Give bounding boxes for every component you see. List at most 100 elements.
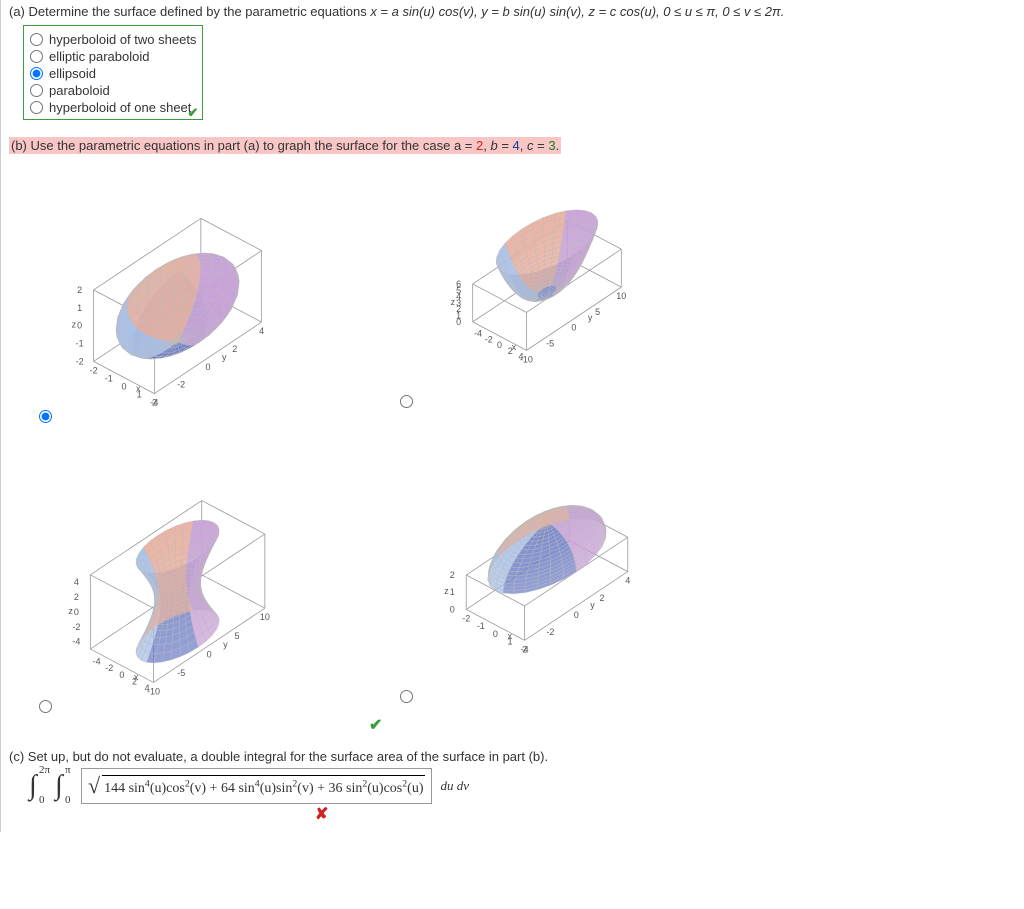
svg-text:-4: -4: [474, 329, 482, 339]
svg-text:0: 0: [77, 321, 82, 331]
svg-text:2: 2: [232, 344, 237, 354]
svg-text:5: 5: [595, 307, 600, 317]
part-a-radio[interactable]: [30, 101, 43, 114]
svg-text:x: x: [134, 672, 139, 682]
svg-text:0: 0: [497, 340, 502, 350]
svg-text:6: 6: [456, 279, 461, 289]
graph-ellipsoid: -2-1012-4-2024-2-1012xyz: [60, 163, 340, 423]
svg-text:-1: -1: [105, 373, 113, 383]
svg-text:x: x: [136, 384, 141, 394]
du-dv: du dv: [440, 778, 469, 794]
part-a-option-label: hyperboloid of two sheets: [49, 32, 196, 47]
graph-hyperboloid-one: -4-2024-10-50510-4-2024xyz: [60, 443, 340, 713]
outer-integral-icon: ∫2π0: [29, 770, 47, 802]
svg-text:2: 2: [77, 285, 82, 295]
svg-text:-2: -2: [76, 356, 84, 366]
svg-text:-4: -4: [93, 656, 101, 666]
part-a-prompt: (a) Determine the surface defined by the…: [9, 4, 1013, 19]
svg-text:10: 10: [260, 612, 270, 622]
part-a-prefix: (a) Determine the surface defined by the…: [9, 4, 370, 19]
svg-text:4: 4: [74, 577, 79, 587]
svg-text:-10: -10: [520, 354, 533, 364]
graph-radio-3[interactable]: [39, 700, 52, 713]
svg-text:-2: -2: [105, 663, 113, 673]
part-b-graphs: -2-1012-4-2024-2-1012xyz -4-2024-10-5051…: [39, 163, 1013, 735]
part-b-b: 4: [513, 138, 520, 153]
svg-text:10: 10: [616, 291, 626, 301]
svg-text:y: y: [588, 313, 593, 323]
part-a-option: hyperboloid of two sheets: [30, 32, 196, 47]
svg-text:-1: -1: [477, 621, 485, 631]
svg-text:-2: -2: [546, 627, 554, 637]
integrand-box[interactable]: √ 144 sin4(u)cos2(v) + 64 sin4(u)sin2(v)…: [81, 768, 432, 804]
graph-radio-4[interactable]: [400, 690, 413, 703]
svg-text:y: y: [223, 639, 228, 649]
part-a-option-label: paraboloid: [49, 83, 110, 98]
svg-text:0: 0: [121, 382, 126, 392]
svg-text:-5: -5: [177, 668, 185, 678]
svg-text:0: 0: [205, 362, 210, 372]
svg-text:y: y: [222, 352, 227, 362]
part-a-radio[interactable]: [30, 67, 43, 80]
part-b-a: 2: [476, 138, 483, 153]
svg-text:0: 0: [493, 629, 498, 639]
part-a-option: hyperboloid of one sheet: [30, 100, 196, 115]
svg-text:-2: -2: [72, 622, 80, 632]
svg-text:z: z: [451, 297, 456, 307]
graph-radio-2[interactable]: [400, 395, 413, 408]
svg-text:-2: -2: [462, 613, 470, 623]
svg-text:x: x: [507, 631, 512, 641]
svg-text:-2: -2: [485, 334, 493, 344]
svg-text:-4: -4: [72, 637, 80, 647]
svg-text:0: 0: [450, 604, 455, 614]
svg-text:0: 0: [119, 670, 124, 680]
graph-half-ellipsoid: -2-1012-4-2024012xyz: [421, 453, 721, 703]
svg-text:x: x: [512, 342, 517, 352]
part-a-option-label: hyperboloid of one sheet: [49, 100, 191, 115]
svg-text:z: z: [444, 586, 449, 596]
integrand-text: 144 sin4(u)cos2(v) + 64 sin4(u)sin2(v) +…: [104, 781, 423, 796]
svg-text:0: 0: [207, 649, 212, 659]
svg-text:5: 5: [234, 631, 239, 641]
part-b-c: 3: [548, 138, 555, 153]
part-c-prompt: (c) Set up, but do not evaluate, a doubl…: [9, 749, 1013, 764]
part-a-answer-box: hyperboloid of two sheets elliptic parabo…: [23, 25, 203, 120]
graph-radio-1[interactable]: [39, 410, 52, 423]
part-b-prompt: (b) Use the parametric equations in part…: [9, 138, 1013, 153]
part-a-radio[interactable]: [30, 50, 43, 63]
part-a-equation: x = a sin(u) cos(v), y = b sin(u) sin(v)…: [370, 4, 784, 19]
svg-text:-2: -2: [177, 380, 185, 390]
svg-text:0: 0: [74, 607, 79, 617]
part-a-radio[interactable]: [30, 33, 43, 46]
radical-icon: √: [88, 773, 100, 799]
svg-text:4: 4: [625, 576, 630, 586]
svg-text:2: 2: [450, 570, 455, 580]
svg-text:-10: -10: [147, 686, 160, 696]
part-a-option-label: elliptic paraboloid: [49, 49, 149, 64]
check-icon: ✔: [188, 105, 199, 121]
svg-text:2: 2: [74, 592, 79, 602]
part-a-option-label: ellipsoid: [49, 66, 96, 81]
svg-text:-4: -4: [150, 398, 158, 408]
svg-text:-2: -2: [90, 365, 98, 375]
svg-text:-5: -5: [546, 339, 554, 349]
svg-text:0: 0: [571, 323, 576, 333]
part-a-option: ellipsoid: [30, 66, 196, 81]
check-icon: ✔: [369, 717, 382, 734]
graph-hyperboloid-cup: -4-2024-10-505100123456xyz: [421, 178, 721, 408]
part-a-option: paraboloid: [30, 83, 196, 98]
svg-text:0: 0: [574, 610, 579, 620]
inner-integral-icon: ∫π0: [55, 770, 73, 802]
part-b-prefix: (b) Use the parametric equations in part…: [11, 138, 476, 153]
svg-text:z: z: [68, 606, 73, 616]
part-c-integral: ∫2π0 ∫π0 √ 144 sin4(u)cos2(v) + 64 sin4(…: [29, 768, 1013, 804]
x-icon: ✘: [315, 806, 328, 823]
part-a-radio[interactable]: [30, 84, 43, 97]
svg-text:y: y: [590, 600, 595, 610]
svg-text:1: 1: [450, 587, 455, 597]
svg-text:-1: -1: [76, 339, 84, 349]
svg-text:-4: -4: [521, 644, 529, 654]
svg-text:z: z: [72, 320, 77, 330]
svg-text:2: 2: [599, 593, 604, 603]
svg-text:4: 4: [259, 326, 264, 336]
